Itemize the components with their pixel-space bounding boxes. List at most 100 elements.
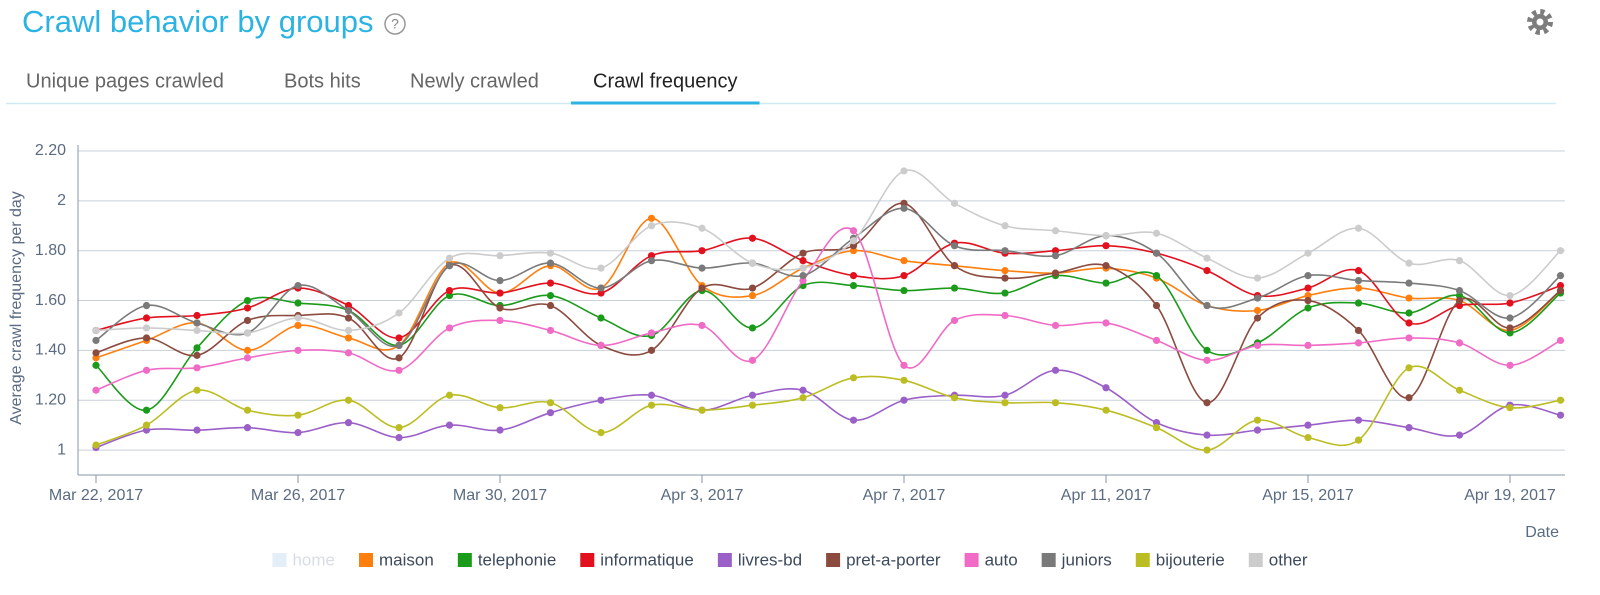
legend-label[interactable]: maison: [379, 550, 434, 569]
tabs: Unique pages crawled Bots hits Newly crawl…: [26, 70, 760, 105]
legend-item[interactable]: pret-a-porter: [826, 550, 941, 569]
data-point: [597, 289, 605, 297]
legend-swatch[interactable]: [457, 553, 472, 567]
data-point: [142, 301, 151, 310]
legend-label[interactable]: bijouterie: [1156, 550, 1225, 569]
legend-item[interactable]: bijouterie: [1135, 550, 1225, 569]
data-point: [1051, 321, 1060, 330]
data-point: [193, 344, 201, 352]
gear-teeth[interactable]: [1527, 9, 1553, 35]
help-mark[interactable]: ?: [391, 16, 399, 32]
data-point: [799, 257, 807, 265]
data-point: [344, 326, 353, 335]
data-point: [294, 299, 302, 307]
y-tick-label: 1.60: [35, 292, 66, 309]
legend-label[interactable]: juniors: [1061, 550, 1112, 569]
y-tick-label: 2.20: [35, 142, 66, 159]
data-point: [546, 301, 555, 310]
legend-swatch[interactable]: [717, 553, 732, 567]
legend-item[interactable]: other: [1248, 550, 1308, 569]
data-point: [1203, 446, 1211, 454]
data-point: [698, 264, 706, 272]
data-point: [1152, 301, 1161, 310]
data-point: [647, 257, 656, 265]
legend-swatch[interactable]: [1041, 553, 1056, 567]
legend-swatch[interactable]: [1248, 553, 1263, 567]
data-point: [1001, 311, 1009, 320]
data-point: [496, 252, 504, 260]
legend-item[interactable]: auto: [964, 550, 1018, 569]
x-axis-title: Date: [1525, 524, 1559, 541]
data-point: [92, 336, 100, 345]
data-point: [92, 441, 100, 449]
legend-label[interactable]: pret-a-porter: [846, 550, 941, 569]
legend-item[interactable]: telephonie: [457, 550, 556, 569]
tab[interactable]: Crawl frequency: [593, 70, 738, 92]
legend-label[interactable]: telephonie: [478, 550, 556, 569]
data-point: [849, 272, 858, 280]
data-point: [1455, 339, 1464, 347]
legend-label[interactable]: other: [1269, 550, 1308, 569]
x-tick-label: Apr 7, 2017: [863, 487, 946, 504]
data-point: [1405, 364, 1413, 372]
data-point: [748, 291, 757, 300]
data-point: [395, 366, 403, 374]
data-point: [1253, 426, 1262, 434]
data-point: [1051, 269, 1060, 277]
data-point: [1304, 421, 1312, 429]
data-point: [698, 321, 706, 330]
data-point: [1405, 294, 1413, 302]
data-point: [344, 419, 353, 427]
data-point: [748, 259, 757, 267]
data-point: [1152, 272, 1161, 280]
data-point: [193, 326, 201, 335]
legend-item[interactable]: informatique: [580, 550, 694, 569]
legend-label[interactable]: auto: [985, 550, 1018, 569]
data-point: [698, 284, 706, 292]
data-point: [1203, 346, 1211, 354]
data-point: [395, 309, 403, 317]
data-point: [799, 386, 807, 394]
data-point: [1304, 284, 1312, 292]
legend-swatch[interactable]: [580, 553, 595, 567]
legend-label[interactable]: home: [292, 550, 335, 569]
data-point: [546, 291, 555, 300]
data-point: [1102, 279, 1110, 287]
data-point: [1354, 339, 1363, 347]
legend-swatch[interactable]: [1135, 553, 1150, 567]
legend-item[interactable]: livres-bd: [717, 550, 802, 569]
settings-icon[interactable]: [1527, 9, 1553, 35]
legend-item[interactable]: home: [272, 550, 335, 569]
data-point: [1354, 416, 1363, 424]
legend-swatch[interactable]: [826, 553, 841, 567]
legend-swatch[interactable]: [359, 553, 374, 567]
tab[interactable]: Newly crawled: [410, 70, 539, 92]
data-point: [1354, 284, 1363, 292]
x-tick-label: Mar 22, 2017: [49, 487, 143, 504]
data-point: [294, 429, 302, 437]
data-point: [647, 391, 656, 399]
data-point: [748, 284, 757, 292]
plot: 1 1.20 1.40 1.60 1.80 2 2.20 Mar 22, 2017 Mar 26…: [8, 142, 1565, 541]
tab[interactable]: Unique pages crawled: [26, 70, 224, 92]
data-point: [92, 349, 100, 357]
data-point: [546, 399, 555, 407]
tab[interactable]: Bots hits: [284, 70, 361, 92]
legend-swatch[interactable]: [272, 553, 287, 567]
legend-item[interactable]: juniors: [1041, 550, 1112, 569]
legend-label[interactable]: informatique: [600, 550, 694, 569]
data-point: [647, 401, 656, 409]
help-circle[interactable]: [384, 13, 406, 35]
legend-swatch[interactable]: [964, 553, 979, 567]
legend: home maison telephonie informatique livres-b…: [272, 550, 1308, 569]
data-point: [1304, 272, 1312, 280]
help-icon[interactable]: ?: [384, 13, 406, 35]
data-point: [1455, 296, 1464, 305]
data-point: [142, 334, 151, 342]
gear-hole[interactable]: [1536, 18, 1544, 26]
data-point: [445, 262, 454, 270]
legend-label[interactable]: livres-bd: [738, 550, 802, 569]
legend-item[interactable]: maison: [359, 550, 434, 569]
data-point: [243, 304, 252, 312]
